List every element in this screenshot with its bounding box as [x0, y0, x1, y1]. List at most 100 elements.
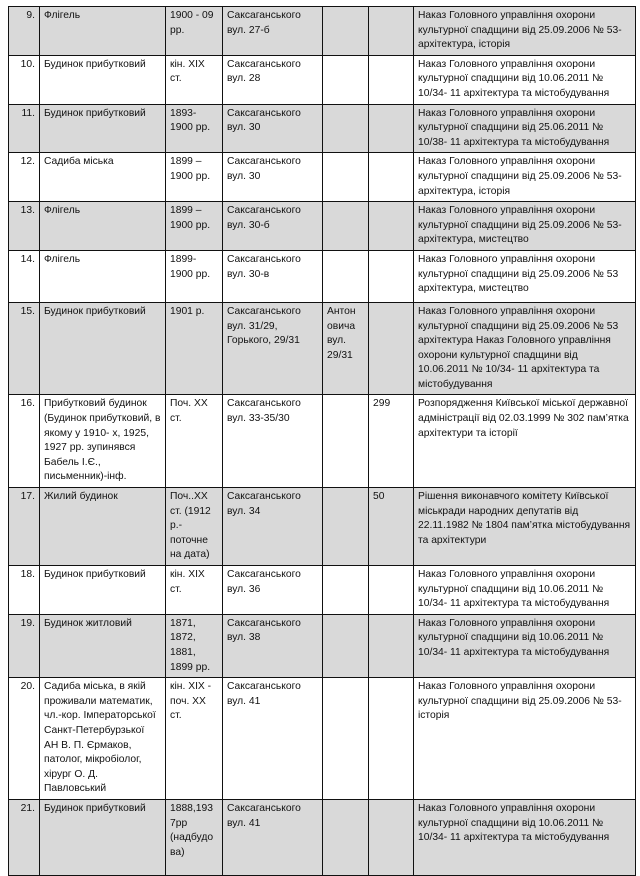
extra-address-cell — [322, 201, 369, 251]
address-cell: Саксаганського вул. 33-35/30 — [222, 394, 323, 489]
date-cell: 1871, 1872, 1881, 1899 рр. — [165, 613, 223, 679]
protection-number-cell — [368, 6, 414, 56]
extra-address-cell — [322, 677, 369, 800]
date-cell: 1899 – 1900 рр. — [165, 152, 223, 203]
address-cell: Саксаганського вул. 30 — [222, 152, 323, 203]
decree-cell: Наказ Головного управління охорони культ… — [413, 301, 636, 396]
decree-cell: Наказ Головного управління охорони культ… — [413, 565, 636, 615]
decree-cell: Наказ Головного управління охорони культ… — [413, 152, 636, 203]
row-number-cell: 9. — [8, 6, 40, 56]
extra-address-cell — [322, 152, 369, 203]
table-row: 12. Садиба міська 1899 – 1900 рр. Саксаганс… — [8, 152, 636, 203]
table-row: 10. Будинок прибутковий кін. XIX ст. Саксаг… — [8, 54, 636, 105]
address-cell: Саксаганського вул. 27-б — [222, 6, 323, 56]
date-cell: 1888,1937рр (надбудова) — [165, 798, 223, 876]
row-number-cell: 12. — [8, 152, 40, 203]
extra-address-cell — [322, 565, 369, 615]
table-row: 20. Садиба міська, в якій проживали матем… — [8, 677, 636, 800]
address-cell: Саксаганського вул. 41 — [222, 677, 323, 800]
extra-address-cell: Антон овича вул. 29/31 — [322, 301, 369, 396]
row-number-cell: 10. — [8, 54, 40, 105]
date-cell: 1899 – 1900 рр. — [165, 201, 223, 251]
protection-number-cell — [368, 201, 414, 251]
protection-number-cell — [368, 798, 414, 876]
extra-address-cell — [322, 798, 369, 876]
table-row: 11. Будинок прибутковий 1893-1900 рр. Сакса… — [8, 103, 636, 154]
decree-cell: Наказ Головного управління охорони культ… — [413, 54, 636, 105]
protection-number-cell — [368, 103, 414, 154]
address-cell: Саксаганського вул. 34 — [222, 487, 323, 566]
decree-cell: Наказ Головного управління охорони культ… — [413, 201, 636, 251]
object-name-cell: Садиба міська — [39, 152, 166, 203]
object-name-cell: Садиба міська, в якій проживали математи… — [39, 677, 166, 800]
object-name-cell: Будинок прибутковий — [39, 798, 166, 876]
date-cell: Поч..XX ст. (1912 р.-поточне на дата) — [165, 487, 223, 566]
row-number-cell: 21. — [8, 798, 40, 876]
date-cell: 1900 - 09 рр. — [165, 6, 223, 56]
extra-address-cell — [322, 249, 369, 303]
table-row: 17. Жилий будинок Поч..XX ст. (1912 р.-пот… — [8, 487, 636, 566]
object-name-cell: Флігель — [39, 249, 166, 303]
object-name-cell: Прибутковий будинок (Будинок прибутковий… — [39, 394, 166, 489]
monuments-table: 9. Флігель 1900 - 09 рр. Саксаганського вул… — [8, 6, 636, 876]
date-cell: 1901 р. — [165, 301, 223, 396]
address-cell: Саксаганського вул. 38 — [222, 613, 323, 679]
extra-address-cell — [322, 613, 369, 679]
protection-number-cell — [368, 677, 414, 800]
protection-number-cell — [368, 613, 414, 679]
extra-address-cell — [322, 103, 369, 154]
date-cell: 1893-1900 рр. — [165, 103, 223, 154]
address-cell: Саксаганського вул. 30-в — [222, 249, 323, 303]
address-cell: Саксаганського вул. 30-б — [222, 201, 323, 251]
address-cell: Саксаганського вул. 36 — [222, 565, 323, 615]
table-row: 9. Флігель 1900 - 09 рр. Саксаганського вул… — [8, 6, 636, 56]
table-row: 21. Будинок прибутковий 1888,1937рр (надбу… — [8, 798, 636, 876]
decree-cell: Рішення виконавчого комітету Київської м… — [413, 487, 636, 566]
decree-cell: Наказ Головного управління охорони культ… — [413, 613, 636, 679]
row-number-cell: 15. — [8, 301, 40, 396]
date-cell: кін. XIX ст. — [165, 54, 223, 105]
object-name-cell: Будинок прибутковий — [39, 301, 166, 396]
object-name-cell: Жилий будинок — [39, 487, 166, 566]
table-row: 13. Флігель 1899 – 1900 рр. Саксаганського … — [8, 201, 636, 251]
table-row: 19. Будинок житловий 1871, 1872, 1881, 189… — [8, 613, 636, 679]
date-cell: 1899-1900 рр. — [165, 249, 223, 303]
decree-cell: Наказ Головного управління охорони культ… — [413, 103, 636, 154]
protection-number-cell — [368, 249, 414, 303]
protection-number-cell — [368, 565, 414, 615]
object-name-cell: Флігель — [39, 201, 166, 251]
date-cell: кін. XIX - поч. XX ст. — [165, 677, 223, 800]
table-row: 16. Прибутковий будинок (Будинок прибутко… — [8, 394, 636, 489]
decree-cell: Наказ Головного управління охорони культ… — [413, 249, 636, 303]
decree-cell: Наказ Головного управління охорони культ… — [413, 677, 636, 800]
date-cell: Поч. XX ст. — [165, 394, 223, 489]
protection-number-cell — [368, 152, 414, 203]
row-number-cell: 18. — [8, 565, 40, 615]
row-number-cell: 11. — [8, 103, 40, 154]
row-number-cell: 13. — [8, 201, 40, 251]
address-cell: Саксаганського вул. 28 — [222, 54, 323, 105]
extra-address-cell — [322, 54, 369, 105]
object-name-cell: Будинок житловий — [39, 613, 166, 679]
row-number-cell: 14. — [8, 249, 40, 303]
protection-number-cell: 299 — [368, 394, 414, 489]
decree-cell: Наказ Головного управління охорони культ… — [413, 798, 636, 876]
row-number-cell: 16. — [8, 394, 40, 489]
extra-address-cell — [322, 487, 369, 566]
table-row: 18. Будинок прибутковий кін. XIX ст. Саксаг… — [8, 565, 636, 615]
object-name-cell: Будинок прибутковий — [39, 103, 166, 154]
object-name-cell: Будинок прибутковий — [39, 54, 166, 105]
address-cell: Саксаганського вул. 30 — [222, 103, 323, 154]
object-name-cell: Будинок прибутковий — [39, 565, 166, 615]
extra-address-cell — [322, 394, 369, 489]
protection-number-cell: 50 — [368, 487, 414, 566]
row-number-cell: 20. — [8, 677, 40, 800]
decree-cell: Наказ Головного управління охорони культ… — [413, 6, 636, 56]
decree-cell: Розпорядження Київської міської державно… — [413, 394, 636, 489]
object-name-cell: Флігель — [39, 6, 166, 56]
row-number-cell: 19. — [8, 613, 40, 679]
date-cell: кін. XIX ст. — [165, 565, 223, 615]
protection-number-cell — [368, 301, 414, 396]
table-row: 15. Будинок прибутковий 1901 р. Саксаганськ… — [8, 301, 636, 396]
protection-number-cell — [368, 54, 414, 105]
